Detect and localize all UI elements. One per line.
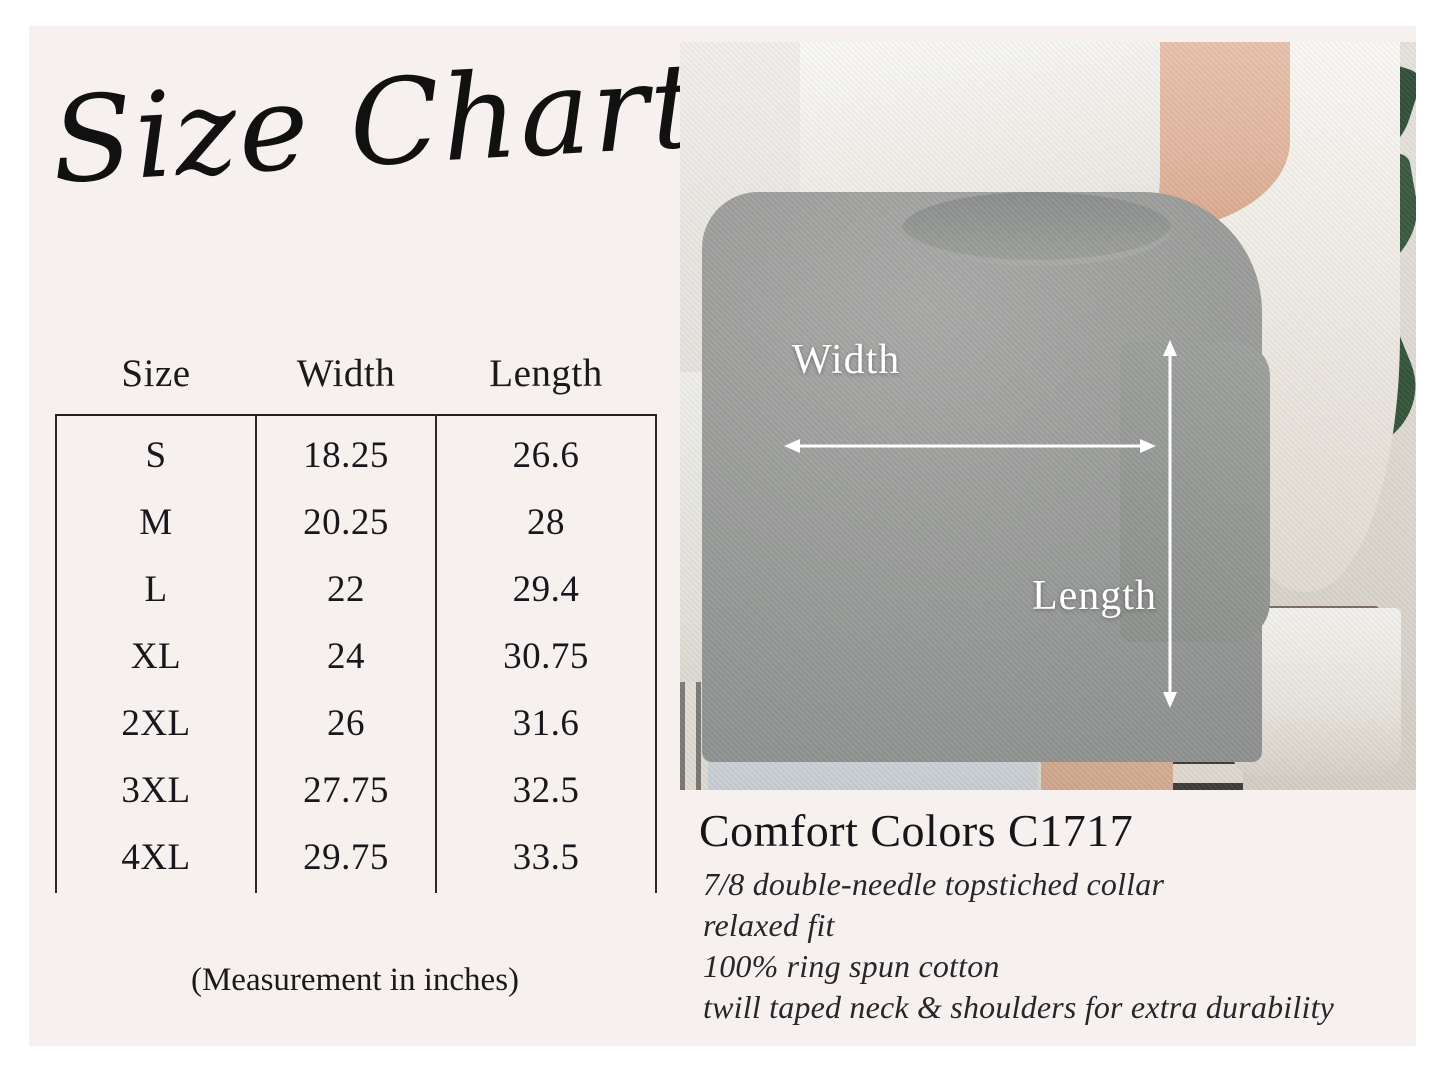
cell-length: 26.6 bbox=[435, 415, 657, 489]
right-panel: Océan Width Length bbox=[669, 26, 1416, 1046]
chart-canvas: Size Chart Size Width Length bbox=[29, 26, 1416, 1046]
cell-length: 28 bbox=[435, 489, 657, 556]
table-row: 4XL 29.75 33.5 bbox=[55, 824, 657, 893]
cell-size: 2XL bbox=[55, 690, 256, 757]
cell-size: L bbox=[55, 556, 256, 623]
column-header-width: Width bbox=[296, 352, 396, 395]
double-headed-horizontal-arrow-icon bbox=[784, 439, 1156, 453]
size-table-element: Size Width Length S 18.25 26.6 M bbox=[55, 351, 657, 893]
width-measurement-label: Width bbox=[792, 337, 901, 383]
cell-width: 29.75 bbox=[255, 824, 436, 893]
feature-item: relaxed fit bbox=[703, 907, 835, 943]
table-row: 2XL 26 31.6 bbox=[55, 690, 657, 757]
table-header-row: Size Width Length bbox=[56, 351, 656, 415]
cell-size: 3XL bbox=[55, 757, 256, 824]
left-panel: Size Chart Size Width Length bbox=[29, 26, 704, 1046]
product-title: Comfort Colors C1717 bbox=[699, 805, 1134, 856]
table-head: Size Width Length bbox=[56, 351, 656, 415]
length-measurement-label: Length bbox=[1032, 573, 1157, 619]
feature-item: 100% ring spun cotton bbox=[703, 948, 1000, 984]
table-row: 3XL 27.75 32.5 bbox=[55, 757, 657, 824]
cell-length: 29.4 bbox=[435, 556, 657, 623]
cell-length: 33.5 bbox=[435, 824, 657, 893]
table-row: XL 24 30.75 bbox=[55, 623, 657, 690]
table-row: S 18.25 26.6 bbox=[55, 415, 657, 489]
double-headed-vertical-arrow-icon bbox=[1163, 340, 1177, 708]
measurement-note: (Measurement in inches) bbox=[190, 962, 520, 998]
cell-length: 32.5 bbox=[435, 757, 657, 824]
cell-length: 31.6 bbox=[435, 690, 657, 757]
column-header-size: Size bbox=[121, 352, 191, 395]
product-features-list: 7/8 double-needle topstiched collar rela… bbox=[703, 864, 1415, 1028]
feature-item: 7/8 double-needle topstiched collar bbox=[703, 866, 1165, 902]
cell-width: 24 bbox=[255, 623, 436, 690]
cell-length: 30.75 bbox=[435, 623, 657, 690]
cell-width: 22 bbox=[255, 556, 436, 623]
size-table: Size Width Length S 18.25 26.6 M bbox=[55, 351, 657, 941]
table-row: M 20.25 28 bbox=[55, 489, 657, 556]
feature-item: twill taped neck & shoulders for extra d… bbox=[703, 989, 1335, 1025]
cell-size: M bbox=[55, 489, 256, 556]
cell-width: 20.25 bbox=[255, 489, 436, 556]
cell-width: 27.75 bbox=[255, 757, 436, 824]
cell-size: XL bbox=[55, 623, 256, 690]
table-row: L 22 29.4 bbox=[55, 556, 657, 623]
column-header-length: Length bbox=[489, 352, 603, 395]
cell-width: 26 bbox=[255, 690, 436, 757]
product-photo: Océan Width Length bbox=[680, 42, 1416, 790]
cell-size: S bbox=[55, 415, 256, 489]
page-title: Size Chart bbox=[48, 35, 704, 210]
cell-size: 4XL bbox=[55, 824, 256, 893]
cell-width: 18.25 bbox=[255, 415, 436, 489]
photo-tshirt-sleeve bbox=[1120, 342, 1270, 642]
photo-tshirt-collar bbox=[902, 192, 1172, 266]
table-body: S 18.25 26.6 M 20.25 28 L 22 29.4 bbox=[55, 415, 657, 893]
